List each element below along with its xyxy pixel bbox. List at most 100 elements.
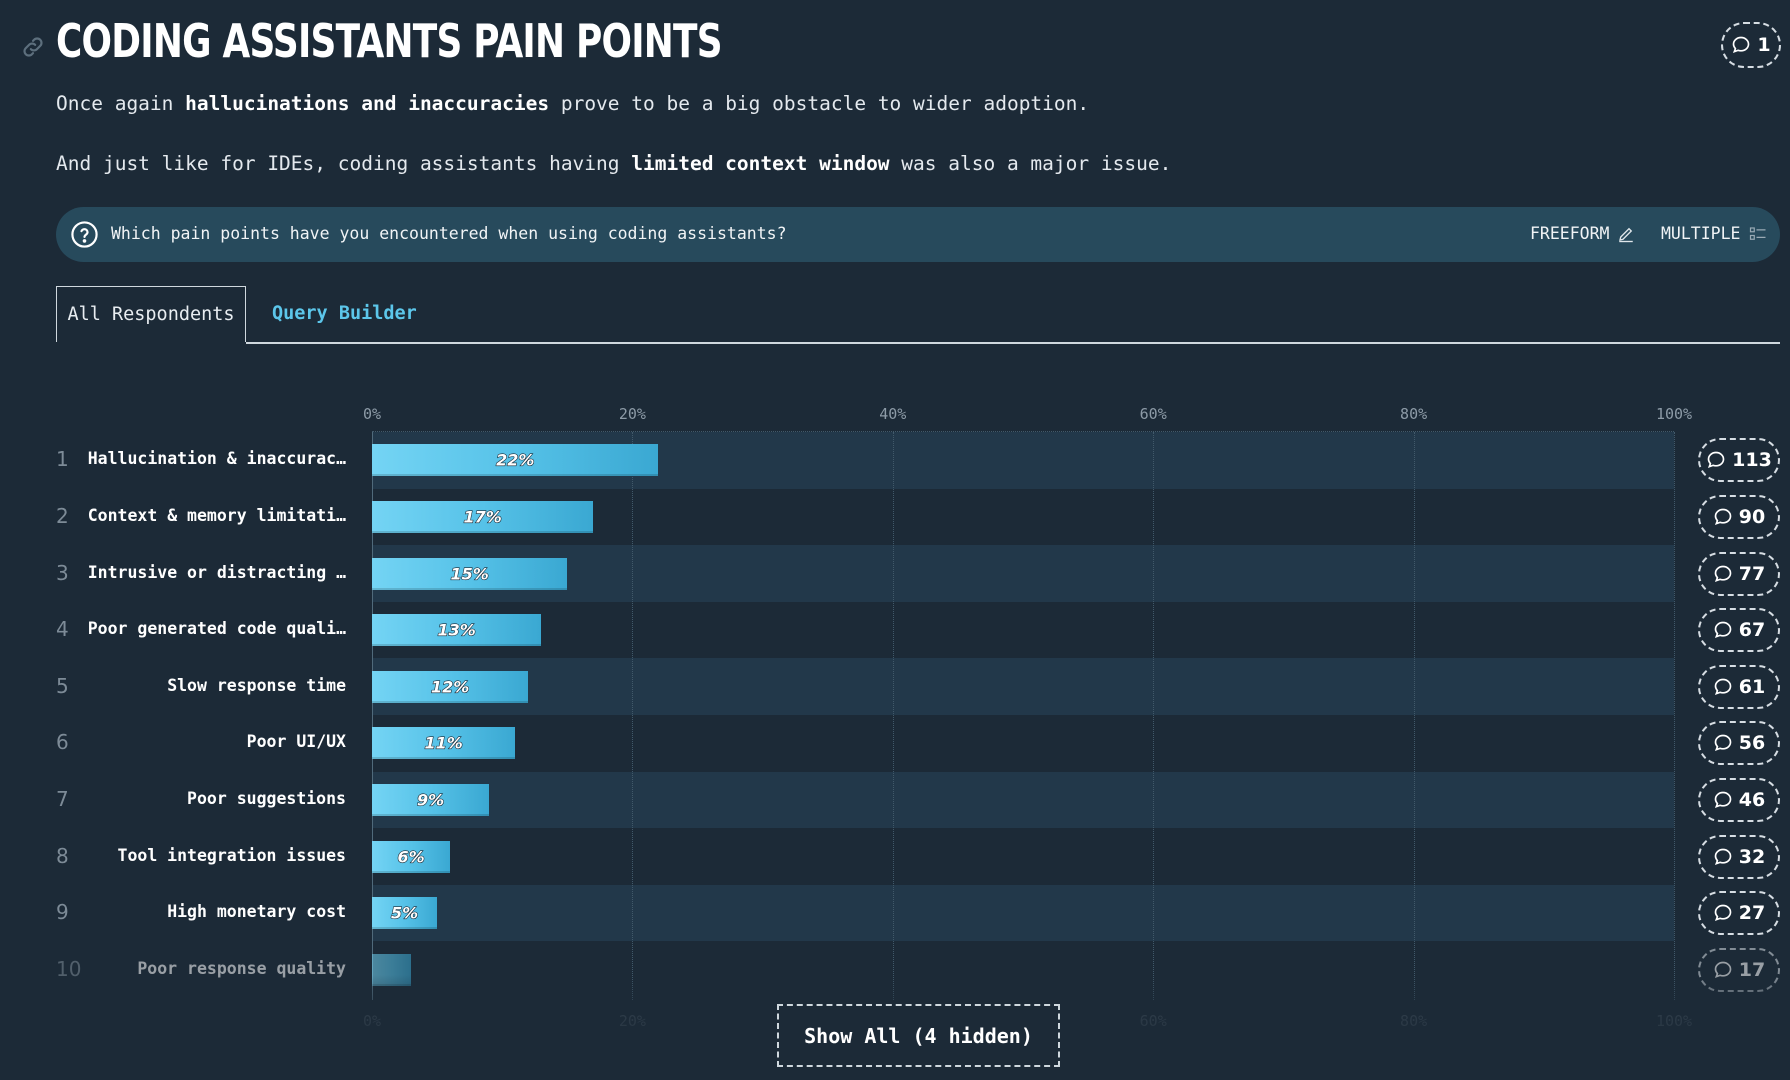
row-rank: 10 [56, 956, 82, 981]
tab-query-builder[interactable]: Query Builder [272, 303, 417, 324]
row-rank: 2 [56, 503, 69, 528]
bar[interactable]: 17% [372, 500, 594, 533]
x-tick-label-bottom: 100% [1655, 1012, 1693, 1030]
row-comment-count: 32 [1738, 845, 1766, 868]
row-comment-button[interactable]: 90 [1698, 494, 1780, 539]
gridline [632, 432, 634, 1000]
bar[interactable]: 22% [372, 444, 659, 477]
multiple-badge: MULTIPLE [1661, 224, 1768, 243]
row-label: Poor response quality [137, 958, 346, 978]
bar-value-label: 15% [450, 563, 490, 583]
row-band [372, 941, 1674, 998]
x-tick-label: 40% [879, 405, 907, 423]
bar[interactable]: 13% [372, 614, 542, 647]
bar[interactable]: 9% [372, 783, 490, 816]
row-label: Intrusive or distracting … [87, 562, 346, 582]
row-label: Poor UI/UX [246, 732, 346, 752]
row-comment-count: 61 [1738, 675, 1766, 698]
bar[interactable]: 12% [372, 670, 529, 703]
bar-value-label: 12% [430, 677, 470, 697]
comment-icon [1733, 36, 1750, 54]
row-band [372, 545, 1674, 602]
tab-all-respondents[interactable]: All Respondents [56, 286, 246, 342]
row-label: Tool integration issues [117, 845, 346, 865]
bar[interactable] [372, 953, 412, 986]
question-icon [71, 221, 98, 248]
link-icon[interactable] [20, 34, 46, 60]
row-rank: 6 [56, 730, 69, 755]
checklist-icon [1750, 226, 1766, 240]
comment-icon [1714, 508, 1732, 525]
x-tick-label-bottom: 20% [618, 1012, 646, 1030]
freeform-label: FREEFORM [1530, 224, 1610, 243]
bar[interactable]: 6% [372, 840, 451, 873]
row-comment-count: 46 [1738, 788, 1766, 811]
row-rank: 1 [56, 447, 69, 472]
intro-bold-text: limited context window [631, 152, 890, 175]
freeform-badge: FREEFORM [1530, 224, 1635, 243]
row-comment-count: 113 [1732, 449, 1772, 472]
x-tick-label: 80% [1400, 405, 1428, 423]
gridline [1413, 432, 1415, 1000]
row-comment-button[interactable]: 77 [1698, 551, 1780, 596]
row-band [372, 771, 1674, 829]
row-comment-count: 56 [1738, 732, 1766, 755]
row-rank: 5 [56, 673, 69, 698]
bar[interactable]: 5% [372, 897, 438, 930]
intro-paragraph-1: Once again hallucinations and inaccuraci… [56, 92, 1089, 115]
gridline [372, 432, 373, 1000]
show-all-button[interactable]: Show All (4 hidden) [777, 1004, 1060, 1067]
gridline [1674, 432, 1675, 1000]
intro-text: prove to be a big obstacle to wider adop… [549, 92, 1090, 115]
row-comment-button[interactable]: 27 [1698, 891, 1780, 936]
x-tick-label: 60% [1139, 405, 1167, 423]
row-comment-button[interactable]: 113 [1698, 438, 1780, 483]
row-label: Hallucination & inaccurac… [87, 449, 346, 469]
row-comment-count: 17 [1738, 958, 1766, 981]
page-title: CODING ASSISTANTS PAIN POINTS [56, 14, 723, 68]
gridline [892, 432, 894, 1000]
row-label: High monetary cost [167, 902, 346, 922]
x-tick-label-bottom: 0% [362, 1012, 382, 1030]
row-band [372, 658, 1674, 715]
row-band [372, 884, 1674, 942]
row-rank: 3 [56, 560, 69, 585]
comment-icon [1714, 848, 1732, 865]
intro-paragraph-2: And just like for IDEs, coding assistant… [56, 152, 1171, 175]
row-rank: 4 [56, 617, 69, 642]
header-comment-count: 1 [1757, 34, 1771, 56]
row-comment-button[interactable]: 56 [1698, 721, 1780, 766]
row-comment-count: 27 [1738, 902, 1766, 925]
row-comment-button[interactable]: 17 [1698, 947, 1780, 992]
row-comment-count: 67 [1738, 619, 1766, 642]
intro-text: Once again [56, 92, 186, 115]
comment-icon [1714, 621, 1732, 639]
x-tick-label-bottom: 80% [1400, 1012, 1428, 1030]
bar-value-label: 17% [463, 507, 503, 527]
bar-value-label: 11% [424, 733, 464, 753]
bar-value-label: 5% [390, 903, 419, 923]
row-label: Slow response time [167, 675, 346, 695]
bar[interactable]: 11% [372, 727, 516, 760]
bar-value-label: 9% [416, 790, 445, 810]
bar[interactable]: 15% [372, 557, 568, 590]
row-label: Context & memory limitati… [87, 505, 346, 525]
row-label: Poor suggestions [187, 788, 346, 808]
multiple-label: MULTIPLE [1661, 224, 1741, 243]
intro-text: And just like for IDEs, coding assistant… [56, 152, 632, 175]
row-comment-button[interactable]: 46 [1698, 777, 1780, 822]
intro-text: was also a major issue. [889, 152, 1172, 175]
x-tick-label: 100% [1655, 405, 1693, 423]
question-text: Which pain points have you encountered w… [111, 224, 787, 243]
row-rank: 8 [56, 843, 69, 868]
row-label: Poor generated code quali… [87, 619, 346, 639]
row-comment-button[interactable]: 61 [1698, 664, 1780, 709]
row-band [372, 715, 1674, 772]
comment-icon [1714, 961, 1732, 978]
row-comment-count: 77 [1738, 562, 1766, 585]
row-comment-button[interactable]: 67 [1698, 608, 1780, 653]
row-comment-button[interactable]: 32 [1698, 834, 1780, 879]
gridline [1153, 432, 1155, 1000]
header-comment-button[interactable]: 1 [1721, 22, 1781, 68]
